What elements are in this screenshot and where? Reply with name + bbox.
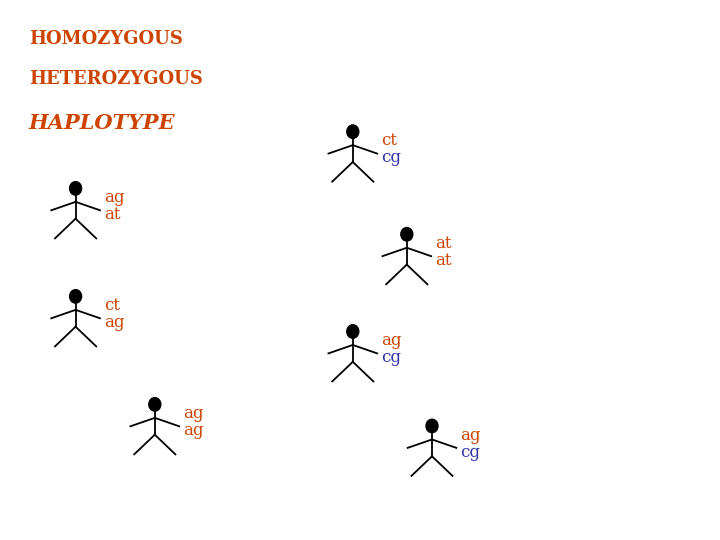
Text: ag: ag: [104, 189, 124, 206]
Text: at: at: [435, 252, 451, 269]
Text: cg: cg: [381, 349, 401, 366]
Ellipse shape: [149, 397, 161, 411]
Text: cg: cg: [460, 443, 480, 461]
Text: cg: cg: [381, 149, 401, 166]
Text: ag: ag: [104, 314, 124, 331]
Text: ag: ag: [183, 405, 203, 422]
Text: ag: ag: [460, 427, 480, 444]
Text: ct: ct: [104, 297, 120, 314]
Text: HETEROZYGOUS: HETEROZYGOUS: [29, 70, 202, 88]
Text: ct: ct: [381, 132, 397, 150]
Text: HAPLOTYPE: HAPLOTYPE: [29, 113, 175, 133]
Ellipse shape: [426, 419, 438, 433]
Ellipse shape: [401, 227, 413, 241]
Ellipse shape: [347, 125, 359, 138]
Text: at: at: [435, 235, 451, 252]
Text: HOMOZYGOUS: HOMOZYGOUS: [29, 30, 183, 48]
Ellipse shape: [70, 181, 81, 195]
Text: ag: ag: [183, 422, 203, 439]
Ellipse shape: [347, 325, 359, 338]
Text: at: at: [104, 206, 120, 223]
Text: ag: ag: [381, 332, 401, 349]
Ellipse shape: [70, 289, 81, 303]
